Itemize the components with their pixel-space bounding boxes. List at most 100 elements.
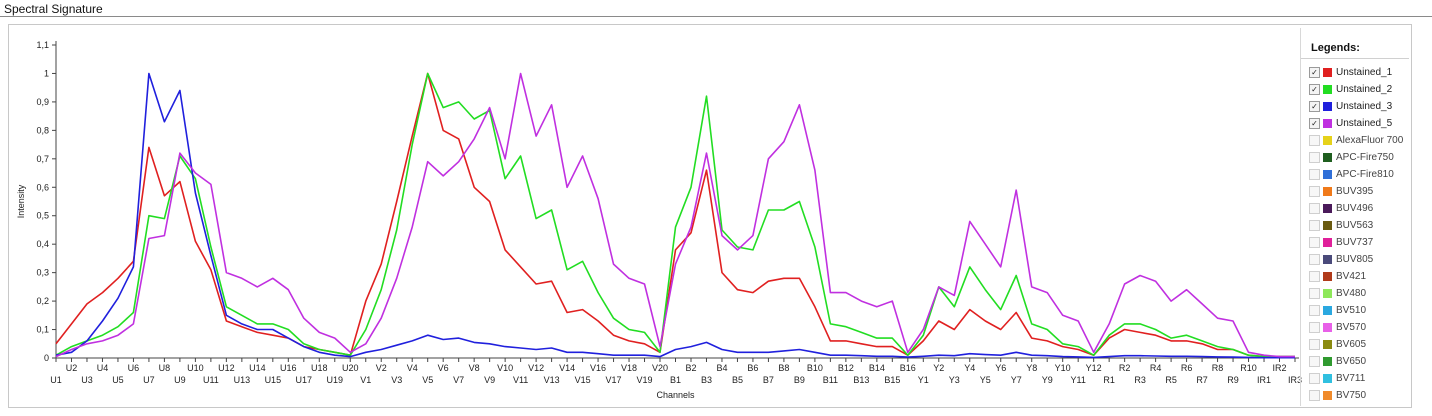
legend-item[interactable]: BV711 <box>1309 370 1409 387</box>
x-tick-label: B10 <box>807 363 823 373</box>
checkbox-unchecked[interactable] <box>1309 390 1320 401</box>
x-tick-label: V17 <box>606 375 622 385</box>
legend-item[interactable]: ✓ Unstained_1 <box>1309 64 1409 81</box>
legend-label: BV570 <box>1336 322 1367 333</box>
x-tick-label: Y1 <box>918 375 929 385</box>
legend-item[interactable]: BV605 <box>1309 336 1409 353</box>
legend-swatch <box>1323 323 1332 332</box>
checkbox-unchecked[interactable] <box>1309 220 1320 231</box>
legend-item[interactable]: BUV496 <box>1309 200 1409 217</box>
checkbox-unchecked[interactable] <box>1309 271 1320 282</box>
legend-item[interactable]: BUV395 <box>1309 183 1409 200</box>
x-tick-label: B15 <box>884 375 900 385</box>
checkbox-unchecked[interactable] <box>1309 373 1320 384</box>
legend-item[interactable]: BV421 <box>1309 268 1409 285</box>
legend-swatch <box>1323 136 1332 145</box>
legend-swatch <box>1323 204 1332 213</box>
legend-swatch <box>1323 255 1332 264</box>
x-tick-label: V14 <box>559 363 575 373</box>
legend-swatch <box>1323 187 1332 196</box>
legend-item[interactable]: APC-Fire810 <box>1309 166 1409 183</box>
checkbox-checked[interactable]: ✓ <box>1309 101 1320 112</box>
x-tick-label: V9 <box>484 375 495 385</box>
x-tick-label: B13 <box>853 375 869 385</box>
legend-item[interactable]: ✓ Unstained_3 <box>1309 98 1409 115</box>
checkbox-unchecked[interactable] <box>1309 322 1320 333</box>
checkbox-unchecked[interactable] <box>1309 203 1320 214</box>
x-tick-label: U14 <box>249 363 266 373</box>
legend-item[interactable]: BUV805 <box>1309 251 1409 268</box>
x-axis-label: Channels <box>656 390 695 400</box>
checkbox-unchecked[interactable] <box>1309 237 1320 248</box>
legend-list[interactable]: ✓ Unstained_1 ✓ Unstained_2 ✓ Unstained_3 ✓ Uns… <box>1309 64 1409 404</box>
x-tick-label: Y5 <box>980 375 991 385</box>
checkbox-unchecked[interactable] <box>1309 135 1320 146</box>
checkbox-unchecked[interactable] <box>1309 288 1320 299</box>
x-tick-label: U17 <box>296 375 313 385</box>
legend-item[interactable]: AlexaFluor 700 <box>1309 132 1409 149</box>
legend-item[interactable]: ✓ Unstained_2 <box>1309 81 1409 98</box>
legend-label: Unstained_5 <box>1336 118 1393 129</box>
x-tick-label: U16 <box>280 363 297 373</box>
x-tick-label: U20 <box>342 363 359 373</box>
checkbox-checked[interactable]: ✓ <box>1309 84 1320 95</box>
legend-label: Unstained_2 <box>1336 84 1393 95</box>
x-tick-label: V5 <box>422 375 433 385</box>
checkbox-unchecked[interactable] <box>1309 356 1320 367</box>
legend-swatch <box>1323 170 1332 179</box>
legend-item[interactable]: BUV563 <box>1309 217 1409 234</box>
legend-item[interactable]: BUV737 <box>1309 234 1409 251</box>
legend-label: BV650 <box>1336 356 1367 367</box>
legend-label: BV480 <box>1336 288 1367 299</box>
legend-swatch <box>1323 374 1332 383</box>
x-tick-label: V15 <box>575 375 591 385</box>
checkbox-unchecked[interactable] <box>1309 339 1320 350</box>
series-line-unstained-3 <box>55 72 1295 359</box>
legend-item[interactable]: BV650 <box>1309 353 1409 370</box>
x-tick-label: U13 <box>234 375 251 385</box>
legend-swatch <box>1323 357 1332 366</box>
y-axis-label: Intensity <box>16 184 26 218</box>
x-tick-label: B4 <box>716 363 727 373</box>
legend-swatch <box>1323 102 1332 111</box>
legend-swatch <box>1323 221 1332 230</box>
legend-label: BV605 <box>1336 339 1367 350</box>
x-tick-label: R2 <box>1119 363 1131 373</box>
series-line-unstained-1 <box>55 72 1295 358</box>
x-tick-label: V6 <box>438 363 449 373</box>
checkbox-unchecked[interactable] <box>1309 152 1320 163</box>
x-tick-label: Y10 <box>1055 363 1071 373</box>
x-tick-label: V8 <box>469 363 480 373</box>
legend-item[interactable]: APC-Fire750 <box>1309 149 1409 166</box>
checkbox-checked[interactable]: ✓ <box>1309 118 1320 129</box>
checkbox-unchecked[interactable] <box>1309 254 1320 265</box>
x-tick-label: B14 <box>869 363 885 373</box>
legend-label: AlexaFluor 700 <box>1336 135 1404 146</box>
legend-item[interactable]: BV570 <box>1309 319 1409 336</box>
x-tick-label: U7 <box>143 375 155 385</box>
x-tick-label: V12 <box>528 363 544 373</box>
legend-item[interactable]: BV510 <box>1309 302 1409 319</box>
checkbox-checked[interactable]: ✓ <box>1309 67 1320 78</box>
legend-swatch <box>1323 391 1332 400</box>
legend-swatch <box>1323 289 1332 298</box>
legend-item[interactable]: BV750 <box>1309 387 1409 404</box>
checkbox-unchecked[interactable] <box>1309 169 1320 180</box>
x-tick-label: U2 <box>66 363 78 373</box>
legend-label: BUV496 <box>1336 203 1374 214</box>
y-tick-label: 0,4 <box>36 239 49 249</box>
checkbox-unchecked[interactable] <box>1309 305 1320 316</box>
x-tick-label: B1 <box>670 375 681 385</box>
checkbox-unchecked[interactable] <box>1309 186 1320 197</box>
x-tick-label: IR2 <box>1273 363 1287 373</box>
legend-item[interactable]: BV480 <box>1309 285 1409 302</box>
x-tick-label: IR1 <box>1257 375 1271 385</box>
x-tick-label: R7 <box>1196 375 1208 385</box>
x-tick-label: U11 <box>203 375 219 385</box>
legend-label: BUV737 <box>1336 237 1374 248</box>
legend-swatch <box>1323 340 1332 349</box>
x-tick-label: Y6 <box>995 363 1006 373</box>
legend-item[interactable]: ✓ Unstained_5 <box>1309 115 1409 132</box>
x-tick-label: R9 <box>1227 375 1239 385</box>
legend-divider <box>1300 28 1301 406</box>
